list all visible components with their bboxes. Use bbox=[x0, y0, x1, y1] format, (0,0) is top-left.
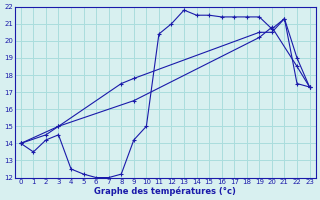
X-axis label: Graphe des températures (°c): Graphe des températures (°c) bbox=[94, 186, 236, 196]
